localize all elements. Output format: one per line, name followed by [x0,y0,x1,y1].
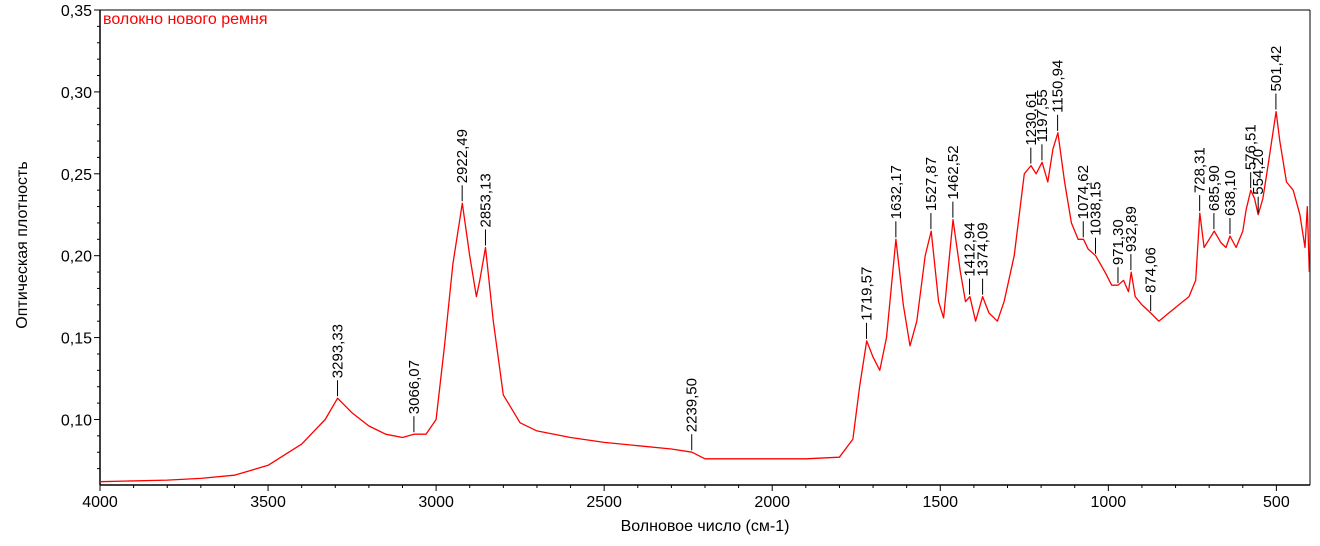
peak-label: 3066,07 [406,360,423,414]
peak-label: 1038,15 [1088,181,1105,235]
x-axis-label: Волновое число (см-1) [621,518,790,535]
peak-label: 2239,50 [684,378,701,432]
peak-label: 728,31 [1192,147,1209,193]
peak-label: 874,06 [1143,247,1160,293]
y-tick-label: 0,15 [61,331,92,348]
peak-label: 3293,33 [330,324,347,378]
spectrum-line [99,110,1310,483]
y-tick-label: 0,20 [61,249,92,266]
y-tick-label: 0,25 [61,167,92,184]
y-tick-label: 0,35 [61,3,92,20]
peak-label: 576,51 [1243,124,1260,170]
peak-label: 2922,49 [454,129,471,183]
legend-label: волокно нового ремня [103,11,268,28]
x-tick-label: 3000 [418,494,454,511]
x-tick-label: 1500 [922,494,958,511]
x-tick-label: 4000 [82,494,118,511]
peak-label: 1374,09 [975,222,992,276]
peak-label: 554,20 [1250,149,1267,195]
y-axis-ticks: 0,35 0,30 0,25 0,20 0,15 0,10 [61,3,100,470]
y-tick-label: 0,10 [61,412,92,429]
peak-label: 1197,55 [1034,89,1051,142]
x-tick-label: 2500 [586,494,622,511]
y-axis-label: Оптическая плотность [14,161,31,328]
peak-label: 1230,61 [1023,91,1040,145]
peak-label: 501,42 [1268,46,1285,92]
x-tick-label: 2000 [754,494,790,511]
peak-label: 2853,13 [477,173,494,227]
peak-label: 1150,94 [1050,60,1067,113]
peak-annotations: 3293,33 3066,07 2922,49 2853,13 2239,50 1719,… [330,46,1285,451]
series-layer [99,110,1310,483]
peak-label: 1074,62 [1075,165,1092,219]
peak-label: 1527,87 [923,157,940,211]
x-tick-label: 3500 [250,494,286,511]
peak-label: 932,89 [1123,206,1140,252]
peak-label: 971,30 [1110,219,1127,265]
x-tick-label: 500 [1263,494,1290,511]
peak-label: 1412,94 [962,222,979,276]
peak-label: 1462,52 [945,145,962,199]
peak-label: 685,90 [1206,165,1223,211]
peak-label: 1719,57 [858,267,875,321]
x-tick-label: 1000 [1091,494,1127,511]
peak-label: 1632,17 [888,165,905,219]
peak-label: 638,10 [1222,170,1239,216]
x-axis-ticks: 4000 3500 3000 2500 2000 1500 1000 500 [82,485,1290,511]
y-tick-label: 0,30 [61,85,92,102]
